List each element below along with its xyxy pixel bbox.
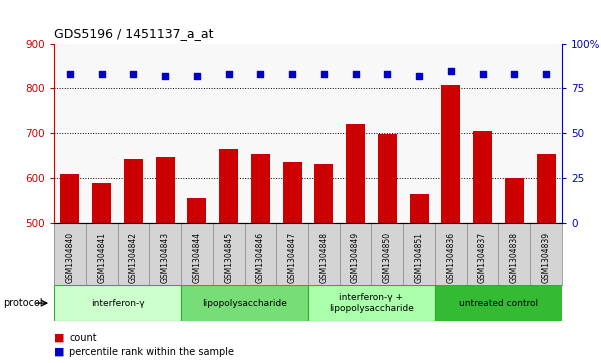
Point [383,71,392,77]
Bar [124,159,143,223]
Text: GSM1304846: GSM1304846 [256,232,265,283]
Point [97,71,106,77]
Text: GSM1304838: GSM1304838 [510,232,519,283]
Text: ■: ■ [54,347,64,357]
Bar [435,285,562,321]
Bar [219,149,238,223]
Text: protocol: protocol [3,298,43,308]
Bar [54,285,181,321]
Text: GSM1304848: GSM1304848 [319,232,328,283]
Bar [378,134,397,223]
Text: lipopolysaccharide: lipopolysaccharide [202,299,287,307]
Bar [156,157,175,223]
Point [129,71,138,77]
Text: GSM1304845: GSM1304845 [224,232,233,283]
Text: interferon-γ +
lipopolysaccharide: interferon-γ + lipopolysaccharide [329,293,414,313]
Point [414,73,424,79]
Point [478,71,487,77]
Text: GSM1304836: GSM1304836 [447,232,456,283]
Text: GSM1304851: GSM1304851 [415,232,424,283]
Point [351,71,361,77]
Text: GSM1304842: GSM1304842 [129,232,138,283]
Text: GSM1304847: GSM1304847 [288,232,297,283]
Text: untreated control: untreated control [459,299,538,307]
Text: ■: ■ [54,333,64,343]
Bar [282,162,302,223]
Bar [441,85,460,223]
Text: GSM1304839: GSM1304839 [542,232,551,283]
Text: GSM1304837: GSM1304837 [478,232,487,283]
Point [192,73,202,79]
Point [224,71,233,77]
Bar [92,183,111,223]
Text: GSM1304841: GSM1304841 [97,232,106,283]
Text: GSM1304850: GSM1304850 [383,232,392,283]
Bar [181,285,308,321]
Point [255,71,265,77]
Point [446,68,456,73]
Text: GSM1304840: GSM1304840 [66,232,75,283]
Text: count: count [69,333,97,343]
Bar [308,285,435,321]
Bar [251,154,270,223]
Point [65,71,75,77]
Bar [537,154,555,223]
Bar [61,174,79,223]
Text: percentile rank within the sample: percentile rank within the sample [69,347,234,357]
Bar [188,197,207,223]
Text: GSM1304843: GSM1304843 [160,232,169,283]
Text: GDS5196 / 1451137_a_at: GDS5196 / 1451137_a_at [54,26,213,40]
Bar [346,125,365,223]
Text: GSM1304844: GSM1304844 [192,232,201,283]
Bar [473,131,492,223]
Bar [314,164,334,223]
Point [319,71,329,77]
Bar [505,178,524,223]
Text: interferon-γ: interferon-γ [91,299,144,307]
Point [160,73,170,79]
Bar [410,195,429,223]
Text: GSM1304849: GSM1304849 [351,232,360,283]
Point [287,71,297,77]
Point [510,71,519,77]
Point [542,71,551,77]
